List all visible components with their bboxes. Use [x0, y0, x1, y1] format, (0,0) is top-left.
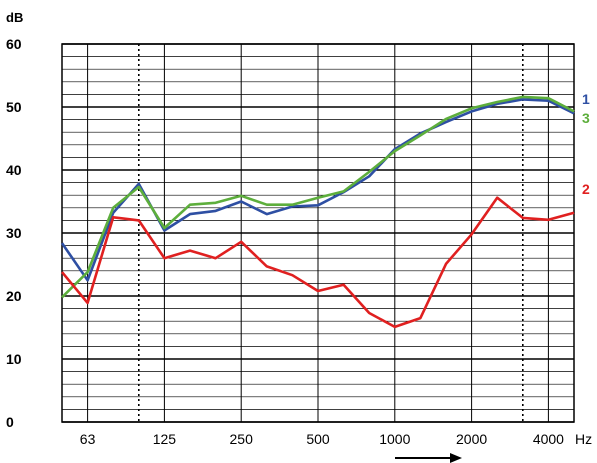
- series-lines: [60, 95, 575, 329]
- y-tick-label: 40: [6, 162, 22, 178]
- plot-border: [61, 43, 575, 423]
- y-tick-label: 30: [6, 225, 22, 241]
- y-tick-label: 60: [6, 36, 22, 52]
- x-unit-label: Hz: [575, 431, 592, 447]
- x-tick-labels: 63 125 250 500 1000 2000 4000: [80, 431, 564, 447]
- x-tick-label: 1000: [379, 431, 410, 447]
- series-line-2: [61, 196, 575, 329]
- series-labels: 1 2 3: [582, 91, 590, 197]
- series-label-2: 2: [582, 181, 590, 197]
- series-line-3: [61, 95, 575, 299]
- x-tick-label: 250: [230, 431, 254, 447]
- x-tick-label: 500: [306, 431, 330, 447]
- y-tick-label: 10: [6, 351, 22, 367]
- direction-arrow: [395, 453, 462, 463]
- x-tick-label: 125: [153, 431, 177, 447]
- y-tick-label: 0: [6, 414, 14, 430]
- x-tick-label: 63: [80, 431, 96, 447]
- y-unit-label: dB: [6, 10, 23, 25]
- series-label-1: 1: [582, 91, 590, 107]
- y-tick-labels: 0 10 20 30 40 50 60: [6, 36, 22, 430]
- x-tick-label: 2000: [456, 431, 487, 447]
- y-tick-label: 20: [6, 288, 22, 304]
- x-tick-label: 4000: [533, 431, 564, 447]
- y-tick-label: 50: [6, 99, 22, 115]
- series-label-3: 3: [582, 110, 590, 126]
